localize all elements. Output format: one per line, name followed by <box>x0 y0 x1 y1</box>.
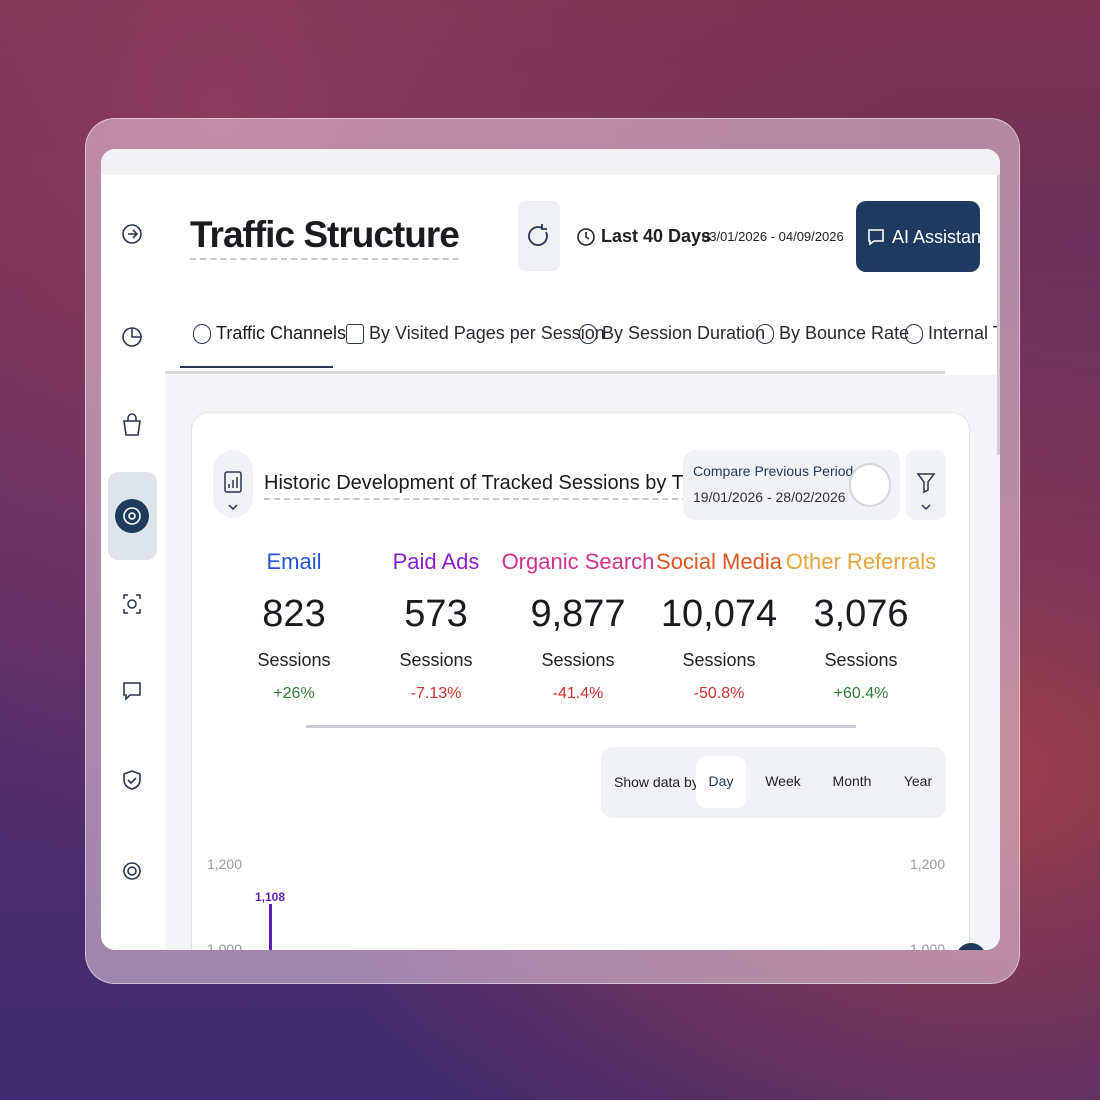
tab[interactable]: By Visited Pages per Session <box>369 323 605 343</box>
tab[interactable]: Traffic Channels <box>216 323 347 343</box>
tab[interactable]: Internal Tra <box>928 323 1000 343</box>
granularity-option[interactable]: Year <box>903 773 933 789</box>
tab-scrollbar <box>165 371 945 374</box>
tab-icon <box>579 324 597 344</box>
compare-label: Compare Previous Period <box>693 463 854 479</box>
metric-unit: Sessions <box>541 650 615 670</box>
metric-change: -7.13% <box>410 685 462 702</box>
ai-assistant-button[interactable]: AI Assistant <box>856 201 986 272</box>
tab[interactable]: By Bounce Rate <box>779 323 910 343</box>
chart-type-button[interactable] <box>213 450 253 518</box>
metric-unit: Sessions <box>682 650 756 670</box>
metric-name: Social Media <box>656 549 782 574</box>
refresh-button[interactable] <box>518 201 560 271</box>
metric-change: +60.4% <box>833 685 889 702</box>
metric-name: Paid Ads <box>392 549 480 574</box>
compare-range: 19/01/2026 - 28/02/2026 <box>693 489 846 505</box>
page-scrollbar <box>997 175 1000 455</box>
metric-value: 9,877 <box>530 593 626 635</box>
app: Traffic Structure Last 40 Days 03/01/202… <box>101 149 1000 950</box>
tab-icon <box>193 324 211 344</box>
active-tab-underline <box>180 366 333 368</box>
metric-name: Email <box>266 549 322 574</box>
floating-button[interactable] <box>956 943 986 950</box>
ai-icon <box>868 229 884 246</box>
top-strip <box>101 149 1000 175</box>
screen: Traffic Structure Last 40 Days 03/01/202… <box>101 149 1000 950</box>
metric-unit: Sessions <box>257 650 331 670</box>
bar <box>269 904 272 950</box>
metric-value: 3,076 <box>813 593 909 635</box>
metric-change: +26% <box>273 685 315 702</box>
metric-value: 573 <box>404 593 468 635</box>
metric-value: 823 <box>262 593 326 635</box>
metric-value: 10,074 <box>660 593 778 635</box>
granularity-option[interactable]: Week <box>765 773 801 789</box>
tab-icon <box>346 324 364 344</box>
ai-assistant-label: AI Assistant <box>892 227 987 247</box>
filter-icon <box>916 473 936 511</box>
granularity-label: Show data by: <box>614 774 703 790</box>
sidebar <box>101 175 166 950</box>
tab[interactable]: By Session Duration <box>602 323 766 343</box>
compare-toggle[interactable] <box>849 463 891 507</box>
sidebar-icons[interactable] <box>101 175 165 950</box>
metric-unit: Sessions <box>824 650 898 670</box>
card-title: Historic Development of Tracked Sessions… <box>264 472 749 500</box>
period-label[interactable]: Last 40 Days <box>601 226 712 246</box>
granularity-option[interactable]: Day <box>708 773 734 789</box>
tab-icon <box>756 324 774 344</box>
y-tick-label: 1,000 <box>206 941 242 950</box>
toggle-knob <box>851 465 889 505</box>
y2-tick-label: 1,200 <box>909 856 945 872</box>
refresh-icon <box>528 224 548 246</box>
metric-change: -50.8% <box>693 685 745 702</box>
chart-icon <box>224 471 242 511</box>
metric-name: Organic Search <box>501 549 655 574</box>
bar-label: 1,108 <box>254 890 286 905</box>
metric-name: Other Referrals <box>785 549 937 574</box>
page-title: Traffic Structure <box>190 214 460 260</box>
y2-tick-label: 1,000 <box>909 941 945 950</box>
metric-change: -41.4% <box>552 685 604 702</box>
option-selected-bg <box>696 756 746 808</box>
compare-box[interactable]: Compare Previous Period 19/01/2026 - 28/… <box>683 450 900 520</box>
y-tick-label: 1,200 <box>206 856 242 872</box>
date-range[interactable]: 03/01/2026 - 04/09/2026 <box>702 229 844 244</box>
tab-icon <box>905 324 923 344</box>
metric-unit: Sessions <box>399 650 473 670</box>
metrics-scrollbar <box>306 725 856 728</box>
filter-button[interactable] <box>906 450 946 520</box>
granularity-option[interactable]: Month <box>832 773 872 789</box>
granularity-box: Show data by: <box>601 747 946 818</box>
clock-icon <box>577 228 595 246</box>
